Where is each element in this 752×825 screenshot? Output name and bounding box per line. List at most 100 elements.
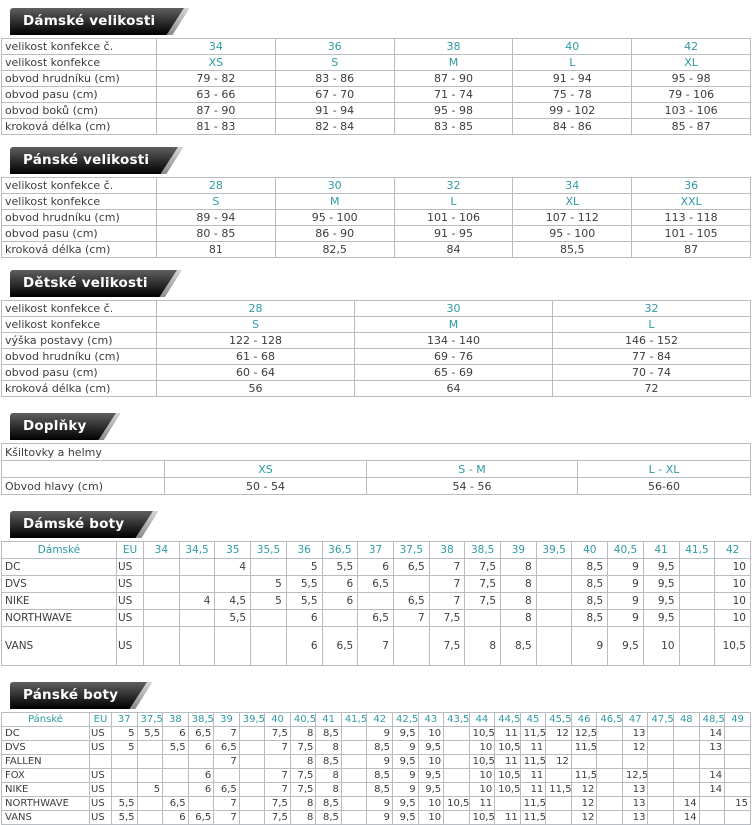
cell-value: 107 - 112	[512, 209, 633, 226]
cell-value: XXL	[631, 193, 751, 210]
cell-value: 7	[357, 626, 394, 666]
section-ribbon-panske-boty: Pánské boty	[10, 682, 152, 709]
unit-value: US	[89, 810, 112, 825]
cell-value: 13	[621, 726, 649, 741]
section-panske-boty: Pánské boty Pánské EU 37 37,5 38 38,5 39 39,5 40 4…	[1, 682, 752, 825]
size-header: 37,5	[136, 712, 164, 727]
cell-value: 8,5	[500, 626, 537, 666]
cell-value: 6,5	[162, 796, 189, 811]
size-header: 42	[366, 712, 394, 727]
cell-value	[136, 740, 164, 755]
cell-value: 6,5	[357, 575, 394, 593]
cell-value: 6	[357, 558, 394, 576]
cell-value: 11,5	[570, 740, 598, 755]
cell-value: 82,5	[274, 241, 395, 258]
size-header: 42	[714, 541, 751, 559]
cell-value: 9	[607, 592, 644, 610]
cell-value: 6,5	[357, 609, 394, 627]
row-label: obvod hrudníku (cm)	[1, 70, 157, 87]
cell-value: 71 - 74	[393, 86, 514, 103]
section-ribbon-panske-velikosti: Pánské velikosti	[10, 147, 183, 174]
brand-name: DC	[1, 558, 117, 576]
row-label: výška postavy (cm)	[1, 332, 157, 349]
cell-value: S	[156, 193, 276, 210]
cell-value: 8,5	[571, 558, 609, 576]
unit-value: US	[89, 782, 112, 797]
cell-value: 34	[156, 38, 276, 55]
cell-value: 10,5	[468, 754, 496, 769]
cell-value: 9	[607, 558, 644, 576]
cell-value: 5	[250, 575, 287, 593]
cell-value: 84 - 86	[512, 118, 633, 135]
cell-value: 6	[162, 726, 189, 741]
cell-value	[535, 609, 573, 627]
cell-value: 15	[724, 796, 751, 811]
cell-value: 60 - 64	[156, 364, 355, 381]
size-header: 41,5	[340, 712, 368, 727]
cell-value	[678, 575, 716, 593]
cell-value: 7	[213, 810, 240, 825]
brand-name: DC	[1, 726, 90, 741]
cell-value	[698, 796, 726, 811]
table-row: obvod pasu (cm) 60 - 64 65 - 69 70 - 74	[1, 364, 751, 381]
cell-value: 11	[468, 796, 496, 811]
cell-value: 101 - 106	[393, 209, 514, 226]
cell-value: 9	[366, 810, 394, 825]
cell-value: 36	[274, 38, 395, 55]
cell-value: 6	[321, 592, 359, 610]
cell-value	[724, 726, 751, 741]
cell-value: 7	[392, 609, 430, 627]
size-header: 43	[417, 712, 445, 727]
table-row: velikost konfekce č. 34 36 38 40 42	[1, 38, 751, 55]
cell-value: 7,5	[289, 768, 317, 783]
cell-value: 4	[178, 592, 216, 610]
cell-value: 113 - 118	[631, 209, 751, 226]
cell-value: 6,5	[187, 726, 215, 741]
cell-value: 7,5	[264, 796, 291, 811]
cell-value	[340, 754, 368, 769]
brand-row-dvs: DVS US 5 5,5 6 6,5 7 7,5 8 8,5 9 9,5 10	[1, 575, 751, 593]
cell-value: 7	[213, 796, 240, 811]
brand-name: NORTHWAVE	[1, 796, 90, 811]
size-header: 46,5	[596, 712, 623, 727]
damske-velikosti-table: velikost konfekce č. 34 36 38 40 42 velikost k…	[1, 38, 751, 135]
cell-value: 5,5	[162, 740, 189, 755]
cell-value: 6,5	[392, 592, 430, 610]
cell-value: 91 - 95	[393, 225, 514, 242]
section-title: Dámské boty	[23, 516, 125, 532]
cell-value	[724, 810, 751, 825]
row-label: velikost konfekce	[1, 54, 157, 71]
cell-value: 79 - 82	[156, 70, 276, 87]
cell-value: 7,5	[464, 558, 502, 576]
table-row: velikost konfekce XS S M L XL	[1, 54, 751, 71]
section-detske-velikosti: Dětské velikosti velikost konfekce č. 28 30…	[1, 270, 752, 397]
row-label: velikost konfekce č.	[1, 177, 157, 194]
brand-name: DVS	[1, 740, 90, 755]
cell-value	[647, 782, 675, 797]
cell-value	[143, 558, 180, 576]
cell-value: 9	[366, 726, 394, 741]
cell-value: 9	[392, 768, 419, 783]
cell-value	[340, 740, 368, 755]
table-row: velikost konfekce č. 28 30 32 34 36	[1, 177, 751, 194]
table-row: velikost konfekce S M L	[1, 316, 751, 333]
cell-value	[136, 754, 164, 769]
size-header: 44	[468, 712, 496, 727]
cell-value: 54 - 56	[366, 477, 578, 495]
cell-value	[545, 740, 572, 755]
cell-value: 8	[289, 810, 317, 825]
cell-value: 10	[417, 810, 445, 825]
section-ribbon-damske-velikosti: Dámské velikosti	[10, 8, 189, 35]
cell-value: 38	[393, 38, 514, 55]
size-header: 48	[673, 712, 700, 727]
cell-value: 8,5	[315, 810, 342, 825]
cell-value: 8	[289, 726, 317, 741]
cell-value: 10,5	[468, 726, 496, 741]
cell-value	[111, 768, 138, 783]
cell-value: 87 - 90	[393, 70, 514, 87]
cell-value: 7	[213, 726, 240, 741]
size-header: 36	[285, 541, 323, 559]
cell-value	[621, 754, 649, 769]
